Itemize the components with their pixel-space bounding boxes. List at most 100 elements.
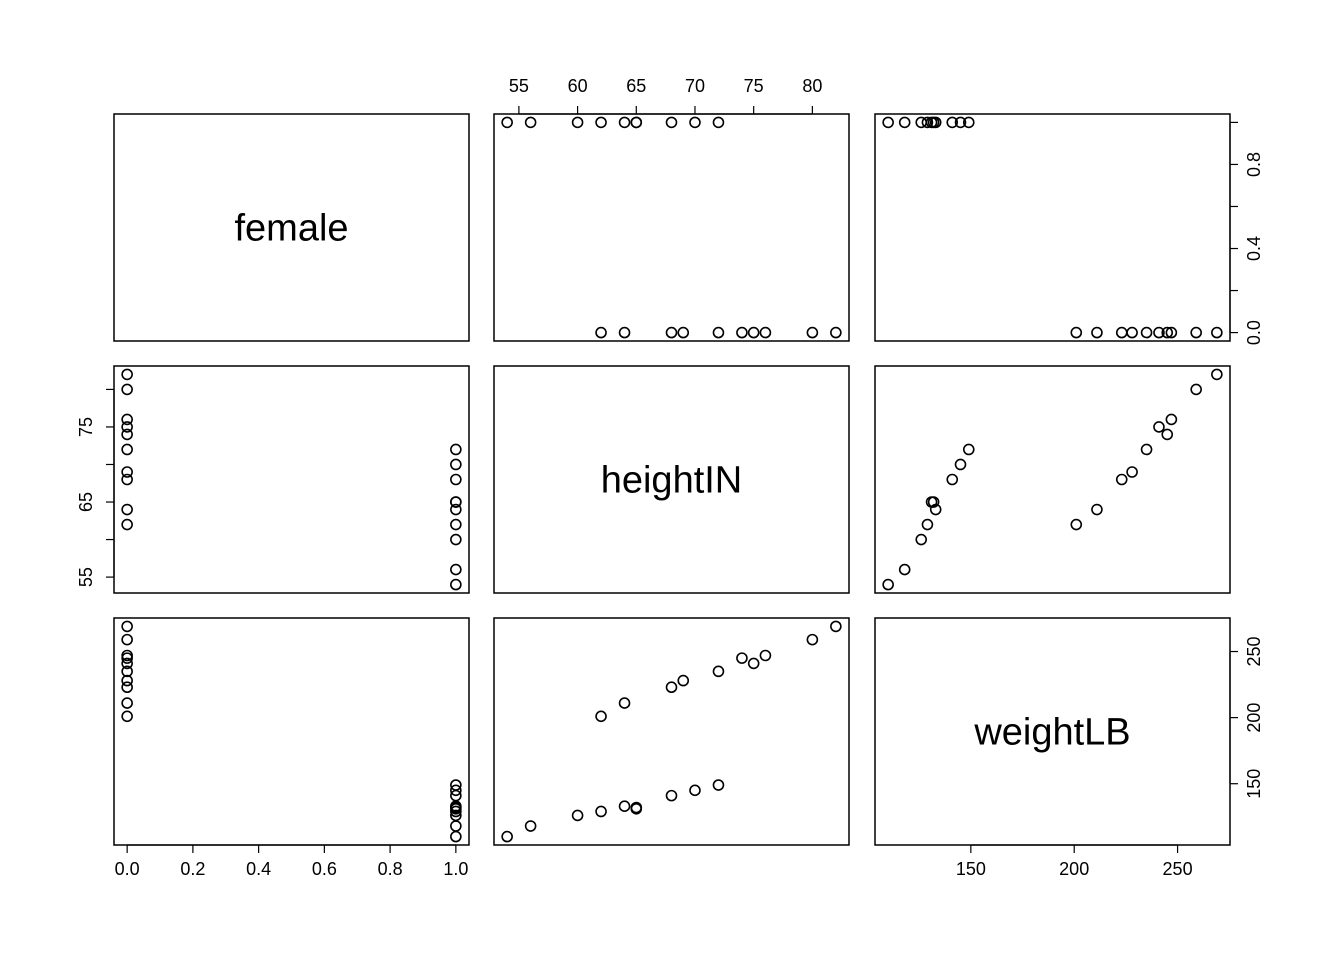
point-female-vs-weightLB-16	[1153, 326, 1165, 339]
point-female-vs-heightIN-12	[665, 326, 678, 339]
diagonal-label-weightLB: weightLB	[973, 712, 1130, 754]
tick-label-heightIN-top: 80	[802, 76, 822, 96]
point-weightLB-vs-female-18	[121, 633, 133, 646]
point-heightIN-vs-weightLB-15	[1161, 428, 1174, 441]
point-heightIN-vs-female-1	[450, 563, 462, 576]
panel-frame-female-weightLB	[874, 113, 1231, 342]
tick-label-female-right: 0.0	[1244, 320, 1264, 345]
point-heightIN-vs-female-17	[121, 413, 133, 426]
panel-frame-heightIN-heightIN	[493, 365, 850, 594]
point-female-vs-weightLB-7	[946, 116, 959, 129]
tick-label-heightIN-left: 75	[76, 417, 96, 437]
tick-label-heightIN-left: 65	[76, 492, 96, 512]
point-heightIN-vs-weightLB-10	[1070, 518, 1083, 531]
point-heightIN-vs-weightLB-11	[1091, 503, 1103, 516]
point-weightLB-vs-female-17	[121, 649, 133, 662]
point-weightLB-vs-heightIN-16	[747, 657, 760, 670]
tick-label-female-bottom: 0.4	[246, 859, 271, 879]
point-female-vs-heightIN-4	[618, 116, 631, 129]
tick-label-female-bottom: 0.2	[180, 859, 205, 879]
point-heightIN-vs-female-11	[121, 503, 133, 516]
point-female-vs-heightIN-8	[689, 116, 701, 129]
point-female-vs-heightIN-14	[712, 326, 725, 339]
point-weightLB-vs-female-6	[450, 801, 462, 814]
point-female-vs-weightLB-13	[1126, 326, 1138, 339]
point-female-vs-heightIN-15	[736, 326, 748, 339]
point-heightIN-vs-female-8	[450, 458, 462, 471]
tick-label-female-bottom: 0.0	[115, 859, 140, 879]
point-heightIN-vs-female-7	[450, 473, 462, 486]
tick-label-female-bottom: 0.6	[312, 859, 337, 879]
tick-label-heightIN-top: 55	[509, 76, 529, 96]
point-female-vs-weightLB-0	[882, 116, 894, 129]
point-heightIN-vs-weightLB-13	[1126, 466, 1138, 478]
point-weightLB-vs-female-8	[450, 784, 462, 797]
point-female-vs-weightLB-11	[1091, 326, 1103, 339]
point-heightIN-vs-weightLB-7	[946, 473, 959, 486]
panel-frame-female-heightIN	[493, 113, 850, 342]
point-heightIN-vs-female-18	[121, 383, 133, 396]
point-heightIN-vs-weightLB-2	[915, 533, 928, 546]
tick-label-heightIN-top: 70	[685, 76, 705, 96]
point-heightIN-vs-female-13	[121, 466, 133, 478]
tick-label-heightIN-top: 60	[568, 76, 588, 96]
tick-label-female-right: 0.4	[1244, 236, 1264, 261]
tick-label-female-bottom: 0.8	[378, 859, 403, 879]
point-female-vs-heightIN-18	[806, 326, 819, 339]
point-heightIN-vs-female-0	[450, 578, 462, 591]
point-heightIN-vs-weightLB-1	[898, 563, 911, 576]
panel-frame-weightLB-female	[113, 617, 470, 846]
point-female-vs-weightLB-8	[954, 116, 967, 129]
point-weightLB-vs-heightIN-15	[736, 652, 748, 664]
point-female-vs-heightIN-6	[630, 116, 643, 129]
diagonal-label-heightIN: heightIN	[601, 460, 743, 502]
tick-label-female-right: 0.8	[1244, 152, 1264, 177]
tick-label-weightLB-right: 200	[1244, 703, 1264, 733]
point-female-vs-weightLB-6	[927, 116, 940, 129]
panel-frame-female-female	[113, 113, 470, 342]
point-weightLB-vs-heightIN-17	[759, 649, 772, 662]
point-female-vs-heightIN-9	[712, 116, 725, 129]
tick-label-heightIN-top: 75	[744, 76, 764, 96]
point-female-vs-weightLB-19	[1211, 326, 1223, 339]
point-female-vs-weightLB-18	[1190, 326, 1202, 339]
point-heightIN-vs-weightLB-19	[1211, 368, 1223, 381]
point-female-vs-weightLB-15	[1161, 326, 1174, 339]
point-female-vs-heightIN-3	[595, 116, 607, 129]
point-weightLB-vs-heightIN-10	[595, 710, 607, 723]
tick-label-weightLB-right: 250	[1244, 637, 1264, 667]
point-heightIN-vs-female-4	[450, 503, 462, 516]
point-weightLB-vs-heightIN-8	[689, 784, 701, 797]
point-weightLB-vs-female-16	[121, 657, 133, 670]
point-female-vs-weightLB-14	[1140, 326, 1153, 339]
point-heightIN-vs-weightLB-9	[962, 443, 975, 456]
point-female-vs-weightLB-10	[1070, 326, 1083, 339]
tick-label-weightLB-right: 150	[1244, 769, 1264, 799]
panel-frame-heightIN-female	[113, 365, 470, 594]
point-heightIN-vs-female-2	[450, 533, 462, 546]
point-weightLB-vs-heightIN-14	[712, 665, 725, 678]
point-heightIN-vs-female-12	[121, 473, 133, 486]
point-female-vs-heightIN-7	[665, 116, 678, 129]
panel-frame-weightLB-heightIN	[493, 617, 850, 846]
point-heightIN-vs-weightLB-14	[1140, 443, 1153, 456]
point-heightIN-vs-female-19	[121, 368, 133, 381]
point-female-vs-weightLB-17	[1165, 326, 1178, 339]
point-heightIN-vs-weightLB-0	[882, 578, 894, 591]
point-heightIN-vs-female-9	[450, 443, 462, 456]
point-female-vs-heightIN-0	[501, 116, 513, 129]
point-weightLB-vs-female-11	[121, 697, 133, 709]
point-weightLB-vs-female-0	[450, 830, 462, 843]
point-weightLB-vs-heightIN-18	[806, 633, 819, 646]
point-weightLB-vs-heightIN-3	[595, 805, 607, 818]
point-female-vs-weightLB-9	[962, 116, 975, 129]
point-heightIN-vs-weightLB-8	[954, 458, 967, 471]
point-weightLB-vs-heightIN-4	[618, 800, 631, 812]
point-heightIN-vs-female-3	[450, 518, 462, 531]
point-weightLB-vs-heightIN-9	[712, 779, 725, 791]
point-heightIN-vs-female-15	[121, 428, 133, 441]
point-female-vs-heightIN-17	[759, 326, 772, 339]
point-female-vs-weightLB-1	[898, 116, 911, 129]
point-weightLB-vs-heightIN-0	[501, 830, 513, 843]
